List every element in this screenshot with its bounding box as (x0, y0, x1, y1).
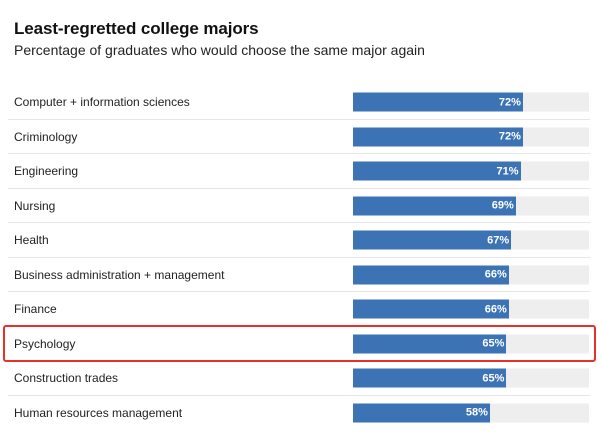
bar-value-label: 71% (496, 165, 519, 178)
row-divider (8, 394, 590, 396)
bar-track: 65% (353, 368, 589, 388)
chart-row: Computer + information sciences 72% (0, 85, 598, 120)
bar: 66% (353, 265, 509, 285)
bar-value-label: 72% (498, 130, 521, 143)
category-label: Construction trades (14, 371, 119, 386)
bar-track: 67% (353, 230, 589, 250)
chart-row: Finance 66% (0, 292, 598, 327)
bar-track: 72% (353, 92, 589, 112)
bar-value-label: 66% (484, 303, 507, 316)
bar-value-label: 67% (487, 234, 510, 247)
bar-value-label: 65% (482, 337, 505, 350)
bar: 72% (353, 92, 523, 112)
category-label: Criminology (14, 129, 78, 144)
bar-track: 71% (353, 161, 589, 181)
category-label: Engineering (14, 164, 79, 179)
bar-track: 65% (353, 334, 589, 354)
bar-track: 66% (353, 265, 589, 285)
bar-value-label: 69% (491, 199, 514, 212)
row-divider (8, 256, 590, 258)
bar: 69% (353, 196, 516, 216)
bar-value-label: 72% (498, 96, 521, 109)
chart-row: Human resources management 58% (0, 396, 598, 431)
bar-value-label: 58% (465, 406, 488, 419)
chart-title: Least-regretted college majors (14, 19, 259, 38)
category-label: Human resources management (14, 405, 183, 420)
bar: 65% (353, 368, 507, 388)
bar: 71% (353, 161, 521, 181)
chart-row: Health 67% (0, 223, 598, 258)
bar-value-label: 66% (484, 268, 507, 281)
category-label: Psychology (14, 336, 76, 351)
chart-row: Construction trades 65% (0, 361, 598, 396)
bar-track: 58% (353, 403, 589, 423)
category-label: Business administration + management (14, 267, 225, 282)
bar-track: 66% (353, 299, 589, 319)
chart-row: Engineering 71% (0, 154, 598, 189)
bar-track: 69% (353, 196, 589, 216)
bar: 67% (353, 230, 512, 250)
category-label: Finance (14, 302, 57, 317)
chart-row: Nursing 69% (0, 189, 598, 223)
bar: 66% (353, 299, 509, 319)
category-label: Nursing (14, 198, 56, 213)
row-divider (8, 153, 590, 154)
bar: 72% (353, 127, 523, 147)
row-divider (8, 187, 590, 189)
category-label: Health (14, 233, 49, 248)
bar: 65% (353, 334, 507, 354)
chart-subtitle: Percentage of graduates who would choose… (14, 42, 425, 58)
row-divider (8, 222, 590, 223)
chart-row: Criminology 72% (0, 120, 598, 154)
chart-row: Psychology 65% (0, 327, 598, 361)
row-divider (8, 291, 590, 292)
bar: 58% (353, 403, 490, 423)
category-label: Computer + information sciences (14, 95, 190, 110)
bar-value-label: 65% (482, 372, 505, 385)
chart-row: Business administration + management 66% (0, 258, 598, 292)
row-divider (8, 118, 590, 120)
bar-track: 72% (353, 127, 589, 147)
